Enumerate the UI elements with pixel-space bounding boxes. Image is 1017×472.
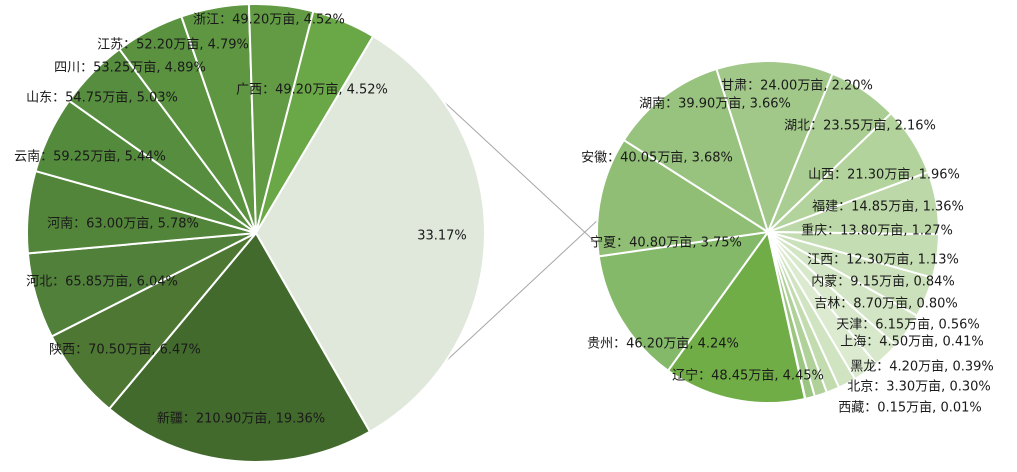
sub-slice-label-15: 黑龙：4.20万亩, 0.39% — [850, 359, 994, 375]
sub-slice-label-2: 宁夏：40.80万亩, 3.75% — [590, 235, 742, 251]
sub-slice-3 — [622, 67, 770, 235]
main-slice-label-4: 云南：59.25万亩, 5.44% — [14, 149, 166, 165]
sub-slice-label-12: 吉林：8.70万亩, 0.80% — [814, 296, 958, 312]
main-slice-label-8: 浙江：49.20万亩, 4.52% — [193, 12, 345, 28]
main-slice-label-2: 河北：65.85万亩, 6.04% — [26, 274, 178, 290]
main-slice-label-5: 山东：54.75万亩, 5.03% — [26, 90, 178, 106]
sub-slice-label-6: 湖北：23.55万亩, 2.16% — [784, 118, 936, 134]
sub-slice-label-9: 重庆：13.80万亩, 1.27% — [801, 223, 953, 239]
main-slice-label-1: 陕西：70.50万亩, 6.47% — [49, 342, 201, 358]
sub-slice-label-4: 湖南：39.90万亩, 3.66% — [639, 96, 791, 112]
sub-slice-label-5: 甘肃：24.00万亩, 2.20% — [721, 78, 873, 94]
sub-slice-17 — [767, 231, 807, 401]
sub-slice-1 — [597, 230, 771, 373]
sub-slice-4 — [715, 60, 834, 235]
sub-slice-label-10: 江西：12.30万亩, 1.13% — [807, 252, 959, 268]
main-slice-label-10: 33.17% — [417, 229, 467, 244]
sub-slice-0 — [666, 229, 807, 404]
sub-slice-label-14: 上海：4.50万亩, 0.41% — [840, 334, 984, 350]
sub-slice-label-7: 山西：21.30万亩, 1.96% — [808, 167, 960, 183]
sub-slice-label-3: 安徽：40.05万亩, 3.68% — [581, 150, 733, 166]
sub-slice-2 — [596, 138, 771, 258]
sub-slice-label-16: 北京：3.30万亩, 0.30% — [847, 379, 991, 395]
sub-slice-label-13: 天津：6.15万亩, 0.56% — [836, 317, 980, 333]
slice-labels: 新疆：210.90万亩, 19.36% 陕西：70.50万亩, 6.47% 河北：6… — [14, 12, 994, 427]
sub-slice-label-0: 辽宁：48.45万亩, 4.45% — [672, 368, 824, 384]
sub-slice-label-8: 福建：14.85万亩, 1.36% — [812, 199, 964, 215]
main-slice-0 — [107, 231, 372, 463]
main-slice-label-7: 江苏：52.20万亩, 4.79% — [97, 37, 249, 53]
main-slice-10 — [254, 34, 486, 434]
main-slice-label-0: 新疆：210.90万亩, 19.36% — [157, 411, 325, 427]
main-slice-label-3: 河南：63.00万亩, 5.78% — [47, 216, 199, 232]
main-slice-label-9: 广西：49.20万亩, 4.52% — [236, 82, 388, 98]
main-pie — [26, 3, 486, 463]
sub-slice-label-17: 西藏：0.15万亩, 0.01% — [838, 400, 982, 416]
sub-slice-label-1: 贵州：46.20万亩, 4.24% — [587, 336, 739, 352]
secondary-pie — [596, 60, 940, 404]
main-slice-label-6: 四川：53.25万亩, 4.89% — [54, 60, 206, 76]
sub-slice-label-11: 内蒙：9.15万亩, 0.84% — [811, 274, 955, 290]
